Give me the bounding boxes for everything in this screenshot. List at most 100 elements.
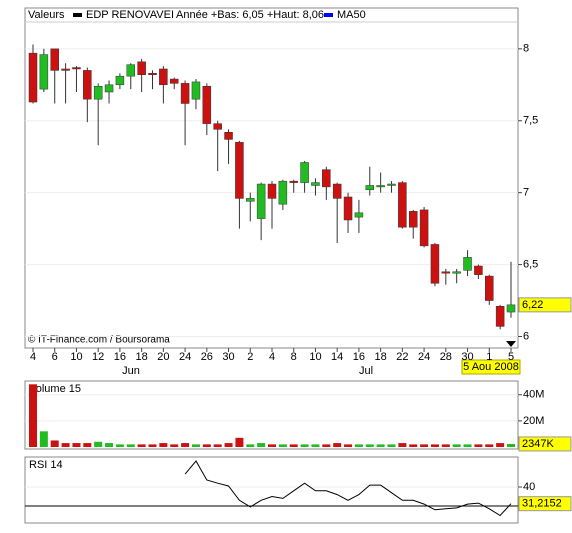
volume-bar	[246, 444, 255, 447]
volume-bar	[322, 444, 331, 447]
y-tick-label: 7,5	[523, 115, 538, 127]
panel-title: Volume 15	[29, 383, 81, 395]
candle-body	[267, 183, 277, 199]
volume-bar	[354, 444, 363, 447]
candle-body	[311, 182, 320, 186]
x-tick-label: 16	[353, 351, 365, 363]
candle-body	[137, 61, 146, 75]
candle-body	[83, 70, 92, 100]
legend-key	[73, 13, 82, 17]
x-tick-label: 14	[331, 351, 343, 363]
volume-bar	[289, 444, 298, 447]
header-label: Valeurs	[28, 9, 65, 21]
volume-bar	[39, 431, 48, 447]
value-label: 2347K	[522, 438, 554, 450]
volume-bar	[148, 444, 157, 447]
candle-body	[191, 81, 201, 100]
candle-body	[235, 142, 244, 199]
candle-body	[28, 52, 38, 103]
x-tick-label: 6	[52, 351, 58, 363]
candle-body	[408, 211, 418, 228]
x-tick-label: 24	[418, 351, 430, 363]
volume-bar	[441, 444, 450, 447]
legend-entry: EDP RENOVAVEI	[86, 9, 174, 21]
volume-bar	[485, 444, 494, 447]
candle-body	[365, 185, 375, 191]
value-tag	[518, 436, 572, 452]
candle-body	[148, 73, 157, 75]
volume-bar	[507, 443, 515, 447]
candle-body	[376, 185, 385, 188]
candle-body	[387, 183, 396, 186]
x-tick-label: 4	[30, 351, 36, 363]
candle-body	[322, 169, 331, 188]
candle-body	[398, 182, 407, 228]
y-tick-label: 8	[523, 43, 529, 55]
volume-bar	[430, 444, 439, 447]
x-tick-label: 8	[291, 351, 297, 363]
volume-bar	[387, 444, 396, 447]
date-tag	[461, 359, 521, 375]
x-tick-label: 30	[461, 351, 473, 363]
cursor-marker	[506, 341, 516, 347]
volume-bar	[300, 444, 309, 447]
watermark: © IT-Finance.com / Boursorama	[28, 335, 170, 346]
value-label: 31,2152	[522, 498, 562, 510]
legend-entry: MA50	[337, 9, 366, 21]
rsi-line	[184, 460, 512, 517]
volume-bar	[333, 443, 342, 447]
candle-body	[180, 83, 190, 104]
volume-bar	[452, 444, 461, 447]
candle-body	[419, 209, 429, 247]
candle-body	[202, 85, 212, 124]
candle-body	[452, 271, 461, 274]
volume-bar	[137, 444, 146, 447]
x-tick-label: 16	[114, 351, 126, 363]
candle-body	[213, 123, 222, 130]
volume-bar	[278, 444, 287, 447]
month-label: Jun	[122, 365, 140, 377]
value-label: 6,22	[522, 299, 543, 311]
volume-panel	[24, 380, 519, 450]
volume-bar	[61, 443, 70, 447]
candle-body	[332, 183, 342, 199]
range-text: Année +Bas: 6,05 +Haut: 8,06	[176, 9, 324, 21]
x-tick-label: 18	[136, 351, 148, 363]
candle-body	[72, 67, 81, 70]
candle-body	[278, 180, 288, 205]
candle-body	[441, 271, 451, 274]
x-tick-label: 20	[157, 351, 169, 363]
candle-body	[224, 132, 233, 140]
volume-bar	[344, 444, 353, 447]
volume-bar	[159, 443, 168, 447]
y-tick-label: 40	[523, 481, 535, 493]
value-tag	[518, 496, 572, 512]
candle-body	[300, 162, 309, 183]
volume-bar	[126, 444, 135, 447]
volume-bar	[94, 441, 103, 447]
volume-bar	[224, 443, 233, 447]
volume-bar	[29, 384, 37, 447]
volume-bar	[420, 444, 429, 447]
candle-body	[354, 212, 364, 218]
x-tick-label: 28	[440, 351, 452, 363]
x-tick-label: 1	[486, 351, 492, 363]
volume-bar	[409, 444, 418, 447]
candle-body	[169, 78, 179, 84]
x-tick-label: 26	[201, 351, 213, 363]
volume-bar	[181, 443, 190, 447]
x-tick-label: 4	[269, 351, 275, 363]
candle-body	[343, 196, 353, 221]
rsi-panel	[24, 456, 519, 524]
volume-bar	[115, 444, 124, 447]
x-tick-label: 24	[179, 351, 191, 363]
volume-bar	[72, 443, 81, 447]
candle-body	[256, 183, 266, 219]
candle-body	[126, 64, 136, 77]
volume-bar	[398, 443, 407, 447]
value-tag	[518, 297, 572, 313]
volume-bar	[463, 444, 472, 447]
volume-bar	[257, 443, 266, 447]
candle-body	[430, 244, 440, 284]
